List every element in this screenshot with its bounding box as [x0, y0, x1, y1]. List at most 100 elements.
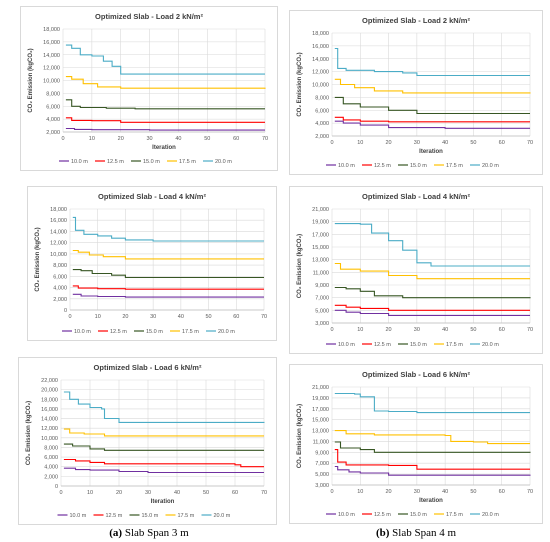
chart-title: Optimized Slab - Load 4 kN/m² — [362, 192, 470, 201]
y-tick-label: 22,000 — [41, 378, 58, 384]
series-line-150 — [334, 441, 531, 453]
x-tick-label: 10 — [87, 490, 93, 496]
y-tick-label: 14,000 — [41, 417, 58, 423]
y-tick-label: 12,000 — [50, 241, 67, 247]
x-tick-label: 20 — [122, 314, 128, 320]
series-line-125 — [72, 285, 264, 290]
y-tick-label: 16,000 — [41, 407, 58, 413]
y-tick-label: 10,000 — [312, 83, 329, 89]
y-axis-label: CO₂ Emission (kgCO₂) — [35, 227, 41, 291]
legend-label: 15.0 m — [143, 159, 160, 165]
y-axis-label: CO₂ Emission (kgCO₂) — [28, 48, 34, 112]
chart-title: Optimized Slab - Load 2 kN/m² — [95, 12, 203, 21]
series-line-200 — [72, 216, 264, 242]
legend-label: 12.5 m — [374, 512, 391, 518]
y-tick-label: 8,000 — [46, 91, 60, 97]
legend-label: 12.5 m — [374, 342, 391, 348]
y-tick-label: 4,000 — [46, 117, 60, 123]
x-tick-label: 60 — [499, 489, 505, 495]
x-tick-label: 20 — [118, 136, 124, 142]
x-tick-label: 20 — [386, 327, 392, 333]
y-tick-label: 10,000 — [43, 79, 60, 85]
y-tick-label: 3,000 — [315, 483, 329, 489]
y-tick-label: 21,000 — [312, 385, 329, 391]
y-axis-label: CO₂ Emission (kgCO₂) — [297, 52, 303, 116]
x-tick-label: 40 — [442, 140, 448, 146]
y-tick-label: 15,000 — [312, 418, 329, 424]
y-tick-label: 4,000 — [44, 465, 58, 471]
legend-label: 17.5 m — [182, 329, 199, 335]
chart-panel-a2: Optimized Slab - Load 4 kN/m² 0 2,000 4,000… — [27, 186, 277, 341]
legend-label: 17.5 m — [178, 513, 195, 519]
x-tick-label: 0 — [330, 140, 333, 146]
y-tick-label: 11,000 — [313, 270, 329, 276]
series-line-125 — [63, 458, 264, 468]
legend-label: 17.5 m — [179, 159, 196, 165]
x-tick-label: 30 — [414, 327, 420, 333]
series-line-100 — [65, 127, 265, 131]
y-tick-label: 5,000 — [315, 472, 329, 478]
x-tick-label: 30 — [414, 140, 420, 146]
y-tick-label: 8,000 — [315, 95, 329, 101]
y-tick-label: 17,000 — [312, 407, 329, 413]
y-tick-label: 13,000 — [312, 429, 329, 435]
y-tick-label: 6,000 — [46, 104, 60, 110]
x-tick-label: 10 — [89, 136, 95, 142]
series-line-200 — [334, 47, 530, 77]
x-tick-label: 40 — [442, 489, 448, 495]
legend-label: 17.5 m — [446, 512, 463, 518]
x-tick-label: 60 — [233, 314, 239, 320]
x-tick-label: 50 — [203, 490, 209, 496]
y-tick-label: 18,000 — [43, 27, 60, 33]
series-line-200 — [65, 44, 265, 75]
y-tick-label: 3,000 — [315, 321, 329, 327]
chart-panel-b3: Optimized Slab - Load 6 kN/m² 3,000 5,000 7… — [289, 364, 543, 524]
chart-title: Optimized Slab - Load 2 kN/m² — [362, 16, 470, 25]
legend-label: 10.0 m — [338, 342, 355, 348]
y-tick-label: 18,000 — [41, 397, 58, 403]
y-tick-label: 5,000 — [315, 308, 329, 314]
legend-label: 15.0 m — [410, 342, 427, 348]
y-tick-label: 16,000 — [50, 218, 67, 224]
legend-label: 12.5 m — [374, 163, 391, 169]
y-axis-label: CO₂ Emission (kgCO₂) — [26, 401, 32, 465]
x-tick-label: 50 — [470, 489, 476, 495]
y-tick-label: 13,000 — [312, 258, 329, 264]
y-tick-label: 0 — [64, 308, 67, 314]
x-tick-label: 30 — [145, 490, 151, 496]
series-line-150 — [334, 286, 531, 299]
y-tick-label: 2,000 — [315, 134, 329, 140]
x-tick-label: 0 — [330, 489, 333, 495]
series-line-175 — [65, 76, 266, 89]
y-tick-label: 18,000 — [312, 31, 329, 37]
legend-label: 20.0 m — [214, 513, 231, 519]
x-tick-label: 70 — [261, 314, 267, 320]
y-tick-label: 0 — [55, 484, 58, 490]
x-tick-label: 40 — [178, 314, 184, 320]
series-line-150 — [63, 443, 264, 451]
x-tick-label: 70 — [527, 327, 533, 333]
legend-label: 10.0 m — [71, 159, 88, 165]
y-tick-label: 4,000 — [53, 286, 67, 292]
series-line-200 — [334, 392, 530, 414]
legend-label: 10.0 m — [74, 329, 91, 335]
y-tick-label: 4,000 — [315, 121, 329, 127]
legend-label: 15.0 m — [410, 163, 427, 169]
series-line-100 — [63, 467, 264, 474]
y-tick-label: 2,000 — [44, 474, 58, 480]
x-tick-label: 70 — [527, 489, 533, 495]
y-tick-label: 8,000 — [44, 445, 58, 451]
x-tick-label: 60 — [499, 327, 505, 333]
y-tick-label: 16,000 — [312, 44, 329, 50]
y-tick-label: 18,000 — [50, 207, 67, 213]
x-axis-label: Iteration — [151, 499, 175, 505]
x-tick-label: 0 — [330, 327, 333, 333]
y-tick-label: 9,000 — [315, 450, 329, 456]
legend-label: 12.5 m — [106, 513, 123, 519]
x-axis-label: Iteration — [152, 145, 176, 151]
x-tick-label: 30 — [150, 314, 156, 320]
x-tick-label: 50 — [470, 140, 476, 146]
y-tick-label: 8,000 — [53, 263, 67, 269]
x-tick-label: 20 — [386, 140, 392, 146]
legend-label: 20.0 m — [482, 163, 499, 169]
